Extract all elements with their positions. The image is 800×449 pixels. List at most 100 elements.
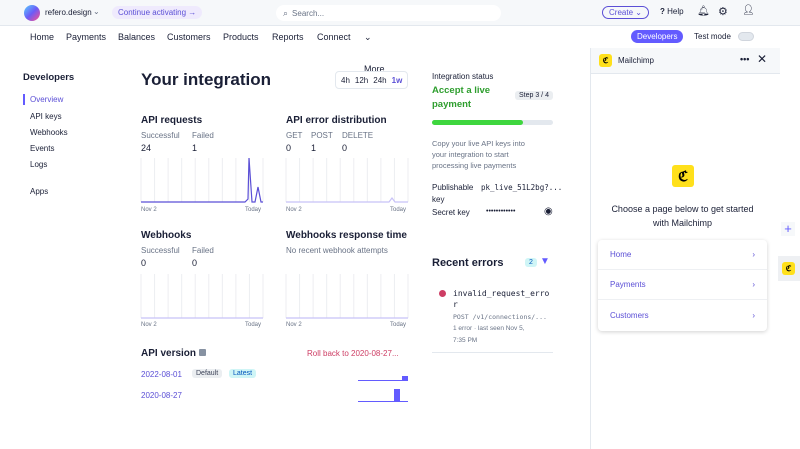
error-code: invalid_request_erro xyxy=(453,289,550,298)
default-badge: Default xyxy=(192,369,223,378)
sidebar-item-logs[interactable]: Logs xyxy=(30,160,48,169)
api-requests-title: API requests xyxy=(141,115,203,126)
desc-line: your integration to start xyxy=(432,150,509,159)
chevron-down-icon[interactable]: ⌄ xyxy=(93,7,100,16)
bell-icon[interactable]: 🔔︎ xyxy=(697,6,710,17)
nav-products[interactable]: Products xyxy=(223,32,259,42)
sidebar-item-overview[interactable]: Overview xyxy=(30,95,64,104)
metric-label: DELETE xyxy=(342,131,374,140)
latest-badge: Latest xyxy=(229,369,257,378)
range-12h[interactable]: 12h xyxy=(354,75,369,85)
nav-customers[interactable]: Customers xyxy=(167,32,211,42)
nav-balances[interactable]: Balances xyxy=(118,32,156,42)
sidebar-title: Developers xyxy=(23,72,75,83)
test-mode-toggle[interactable] xyxy=(738,32,754,41)
account-name[interactable]: refero.design xyxy=(45,8,92,17)
metric-label: Successful xyxy=(141,246,180,255)
status-title-line: payment xyxy=(432,99,472,110)
user-icon[interactable]: 👤︎ xyxy=(742,5,755,16)
page-item-home[interactable]: Home › xyxy=(598,240,767,270)
webhooks-chart xyxy=(140,274,264,319)
sidebar-item-webhooks[interactable]: Webhooks xyxy=(30,128,68,137)
desc-line: processing live payments xyxy=(432,161,517,170)
drawer-prompt: Choose a page below to get started with M… xyxy=(598,202,767,230)
rollback-link[interactable]: Roll back to 2020-08-27... xyxy=(307,349,399,358)
help-button[interactable]: ? Help xyxy=(660,7,684,16)
nav-reports[interactable]: Reports xyxy=(272,32,304,42)
search-input[interactable]: ⌕ Search... xyxy=(276,5,501,21)
page-label: Home xyxy=(610,250,632,259)
range-1w[interactable]: 1w xyxy=(391,75,403,85)
gear-icon[interactable]: ⚙ xyxy=(718,6,728,18)
nav-more[interactable]: More ⌄ xyxy=(364,32,385,74)
help-icon: ? xyxy=(660,7,665,16)
eye-icon[interactable]: ◉ xyxy=(544,206,553,217)
more-icon[interactable]: ••• xyxy=(740,54,750,64)
page-title: Your integration xyxy=(141,70,272,89)
publishable-key-label: key xyxy=(432,195,445,204)
metric-label: POST xyxy=(311,131,333,140)
search-placeholder: Search... xyxy=(292,8,325,18)
filter-icon[interactable]: ▼ xyxy=(540,256,550,267)
chevron-right-icon: › xyxy=(752,280,755,289)
error-meta: 7:35 PM xyxy=(453,337,478,344)
nav-payments[interactable]: Payments xyxy=(66,32,107,42)
metric-value: 1 xyxy=(311,143,317,153)
metric-label: Failed xyxy=(192,131,214,140)
create-label: Create xyxy=(609,8,634,17)
error-code: r xyxy=(453,300,458,309)
series-line xyxy=(141,157,263,203)
prompt-line: with Mailchimp xyxy=(652,218,712,228)
version-link[interactable]: 2022-08-01 xyxy=(141,370,182,379)
developers-button[interactable]: Developers xyxy=(631,30,684,43)
metric-label: Successful xyxy=(141,131,180,140)
divider xyxy=(432,352,553,353)
sidebar-item-apps[interactable]: Apps xyxy=(30,187,49,196)
mailchimp-logo-icon[interactable]: ℭ xyxy=(782,262,795,275)
x-end-label: Today xyxy=(245,322,262,328)
range-24h[interactable]: 24h xyxy=(373,75,387,85)
series-line xyxy=(286,197,408,203)
mailchimp-logo-icon: ℭ xyxy=(599,54,612,67)
api-errors-title: API error distribution xyxy=(286,115,387,126)
x-start-label: Nov 2 xyxy=(141,322,157,328)
page-label: Customers xyxy=(610,310,649,320)
page-item-payments[interactable]: Payments › xyxy=(598,270,767,300)
add-app-button[interactable]: + xyxy=(781,222,795,236)
metric-value: 0 xyxy=(286,143,292,153)
drawer-header xyxy=(591,48,780,74)
webhook-time-title: Webhooks response time xyxy=(286,230,407,241)
status-progress xyxy=(432,120,553,125)
metric-value: 0 xyxy=(192,258,198,268)
continue-activating-button[interactable]: Continue activating → xyxy=(112,6,203,19)
range-selector: 4h 12h 24h 1w xyxy=(335,71,409,89)
close-icon[interactable]: ✕ xyxy=(757,52,768,66)
help-label: Help xyxy=(667,7,684,16)
test-mode-label: Test mode xyxy=(694,32,731,41)
x-end-label: Today xyxy=(245,207,262,213)
page-item-customers[interactable]: Customers › xyxy=(598,300,767,330)
account-logo[interactable] xyxy=(24,5,40,21)
error-meta: 1 error · last seen Nov 5, xyxy=(453,325,525,332)
sidebar-item-api-keys[interactable]: API keys xyxy=(30,112,62,121)
page-list: Home › Payments › Customers › xyxy=(598,240,767,331)
version-link[interactable]: 2020-08-27 xyxy=(141,391,182,400)
publishable-key-value[interactable]: pk_live_51L2bg?... xyxy=(481,183,563,192)
metric-value: 1 xyxy=(192,143,198,153)
error-icon xyxy=(439,290,446,297)
sidebar-item-events[interactable]: Events xyxy=(30,144,55,153)
info-icon[interactable] xyxy=(198,349,206,356)
create-button[interactable]: Create ⌄ xyxy=(602,6,649,19)
secret-key-label: Secret key xyxy=(432,208,470,217)
nav-connect[interactable]: Connect xyxy=(317,32,351,42)
nav-home[interactable]: Home xyxy=(30,32,55,42)
desc-line: Copy your live API keys into xyxy=(432,139,525,148)
status-title-line: Accept a live xyxy=(432,85,491,96)
error-count-badge: 2 xyxy=(525,258,537,267)
api-errors-chart xyxy=(285,158,409,203)
x-end-label: Today xyxy=(390,322,407,328)
api-requests-chart xyxy=(140,157,264,203)
integration-status-title: Accept a live payment xyxy=(432,84,490,112)
range-4h[interactable]: 4h xyxy=(341,75,350,85)
